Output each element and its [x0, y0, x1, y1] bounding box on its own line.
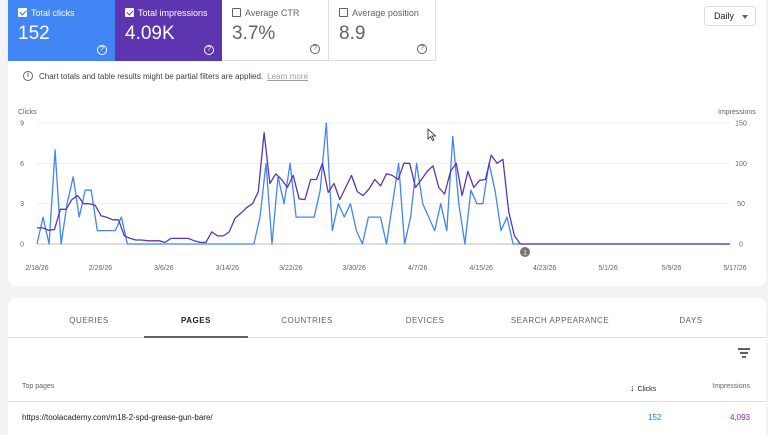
partial-data-notice: i Chart totals and table results might b… [23, 71, 308, 81]
x-tick-label: 5/9/26 [662, 265, 682, 272]
row-impressions: 4,093 [729, 413, 750, 422]
column-header-pages: Top pages [22, 383, 55, 390]
tab-days[interactable]: DAYS [679, 316, 703, 325]
annotation-label: 1 [523, 250, 527, 257]
x-tick-label: 3/6/26 [154, 265, 174, 272]
x-tick-label: 2/18/26 [25, 265, 48, 272]
metric-average-ctr[interactable]: Average CTR 3.7% ? [222, 0, 329, 61]
metric-total-impressions[interactable]: Total impressions 4.09K ? [115, 0, 222, 61]
sort-arrow-icon: ↓ [630, 383, 635, 393]
left-tick-label: 6 [20, 161, 24, 168]
right-tick-label: 150 [735, 121, 747, 128]
right-tick-label: 50 [737, 201, 745, 208]
metric-label: Total clicks [31, 8, 75, 18]
metric-label: Average CTR [245, 8, 300, 18]
right-tick-label: 100 [735, 161, 747, 168]
x-tick-label: 2/26/26 [89, 265, 112, 272]
filter-icon[interactable] [738, 348, 750, 358]
results-card: QUERIES PAGES COUNTRIES DEVICES SEARCH A… [8, 298, 766, 435]
column-header-impressions[interactable]: Impressions [712, 383, 750, 390]
granularity-dropdown[interactable]: Daily [704, 6, 756, 26]
metric-value: 8.9 [339, 23, 366, 44]
x-tick-label: 3/14/26 [216, 265, 239, 272]
tab-devices[interactable]: DEVICES [405, 316, 445, 325]
metric-value: 3.7% [232, 23, 276, 44]
x-tick-label: 3/22/26 [279, 265, 302, 272]
granularity-value: Daily [714, 11, 735, 21]
x-tick-label: 4/23/26 [533, 265, 556, 272]
x-tick-label: 3/30/26 [343, 265, 366, 272]
caret-down-icon [742, 15, 748, 19]
info-icon: i [23, 71, 33, 81]
x-tick-label: 5/1/26 [598, 265, 618, 272]
left-tick-label: 9 [20, 121, 24, 128]
checkbox-icon[interactable] [339, 8, 348, 17]
left-tick-label: 0 [20, 242, 24, 249]
learn-more-link[interactable]: Learn more [267, 71, 309, 81]
column-header-clicks[interactable]: ↓ Clicks [630, 383, 657, 393]
annotation-marker [520, 247, 530, 257]
checkbox-icon[interactable] [18, 8, 27, 17]
metric-label: Average position [352, 8, 419, 18]
page-url[interactable]: https://toolacademy.com/m18-2-spd-grease… [22, 413, 213, 422]
right-axis-title: Impressions [718, 109, 756, 116]
help-icon[interactable]: ? [204, 45, 214, 55]
notice-text: Chart totals and table results might be … [39, 71, 264, 81]
x-tick-label: 5/17/26 [723, 265, 746, 272]
help-icon[interactable]: ? [417, 44, 427, 54]
clicks-series-line [36, 122, 730, 245]
tab-queries[interactable]: QUERIES [69, 316, 109, 325]
left-axis-title: Clicks [18, 109, 37, 116]
checkbox-icon[interactable] [232, 8, 241, 17]
table-row[interactable]: https://toolacademy.com/m18-2-spd-grease… [8, 403, 766, 431]
metric-value: 152 [18, 23, 50, 44]
dimension-tabs: QUERIES PAGES COUNTRIES DEVICES SEARCH A… [8, 298, 766, 338]
row-clicks: 152 [648, 413, 662, 422]
metric-average-position[interactable]: Average position 8.9 ? [329, 0, 436, 61]
metric-value: 4.09K [125, 23, 175, 44]
checkbox-icon[interactable] [125, 8, 134, 17]
tab-countries[interactable]: COUNTRIES [281, 316, 333, 325]
metric-label: Total impressions [138, 8, 208, 18]
table-header: Top pages ↓ Clicks Impressions [8, 374, 766, 402]
left-tick-label: 3 [20, 201, 24, 208]
mouse-cursor-icon [427, 128, 437, 142]
help-icon[interactable]: ? [97, 45, 107, 55]
right-tick-label: 0 [739, 242, 743, 249]
metric-total-clicks[interactable]: Total clicks 152 ? [8, 0, 115, 61]
x-tick-label: 4/15/26 [470, 265, 493, 272]
tab-pages[interactable]: PAGES [144, 298, 248, 338]
help-icon[interactable]: ? [310, 44, 320, 54]
impressions-series-line [37, 132, 730, 245]
x-tick-label: 4/7/26 [408, 265, 428, 272]
performance-chart[interactable]: 0 0 3 50 6 100 9 150 2/18/26 2/26/26 3/6/26 3/14/2… [0, 0, 768, 290]
tab-search-appearance[interactable]: SEARCH APPEARANCE [510, 316, 610, 325]
